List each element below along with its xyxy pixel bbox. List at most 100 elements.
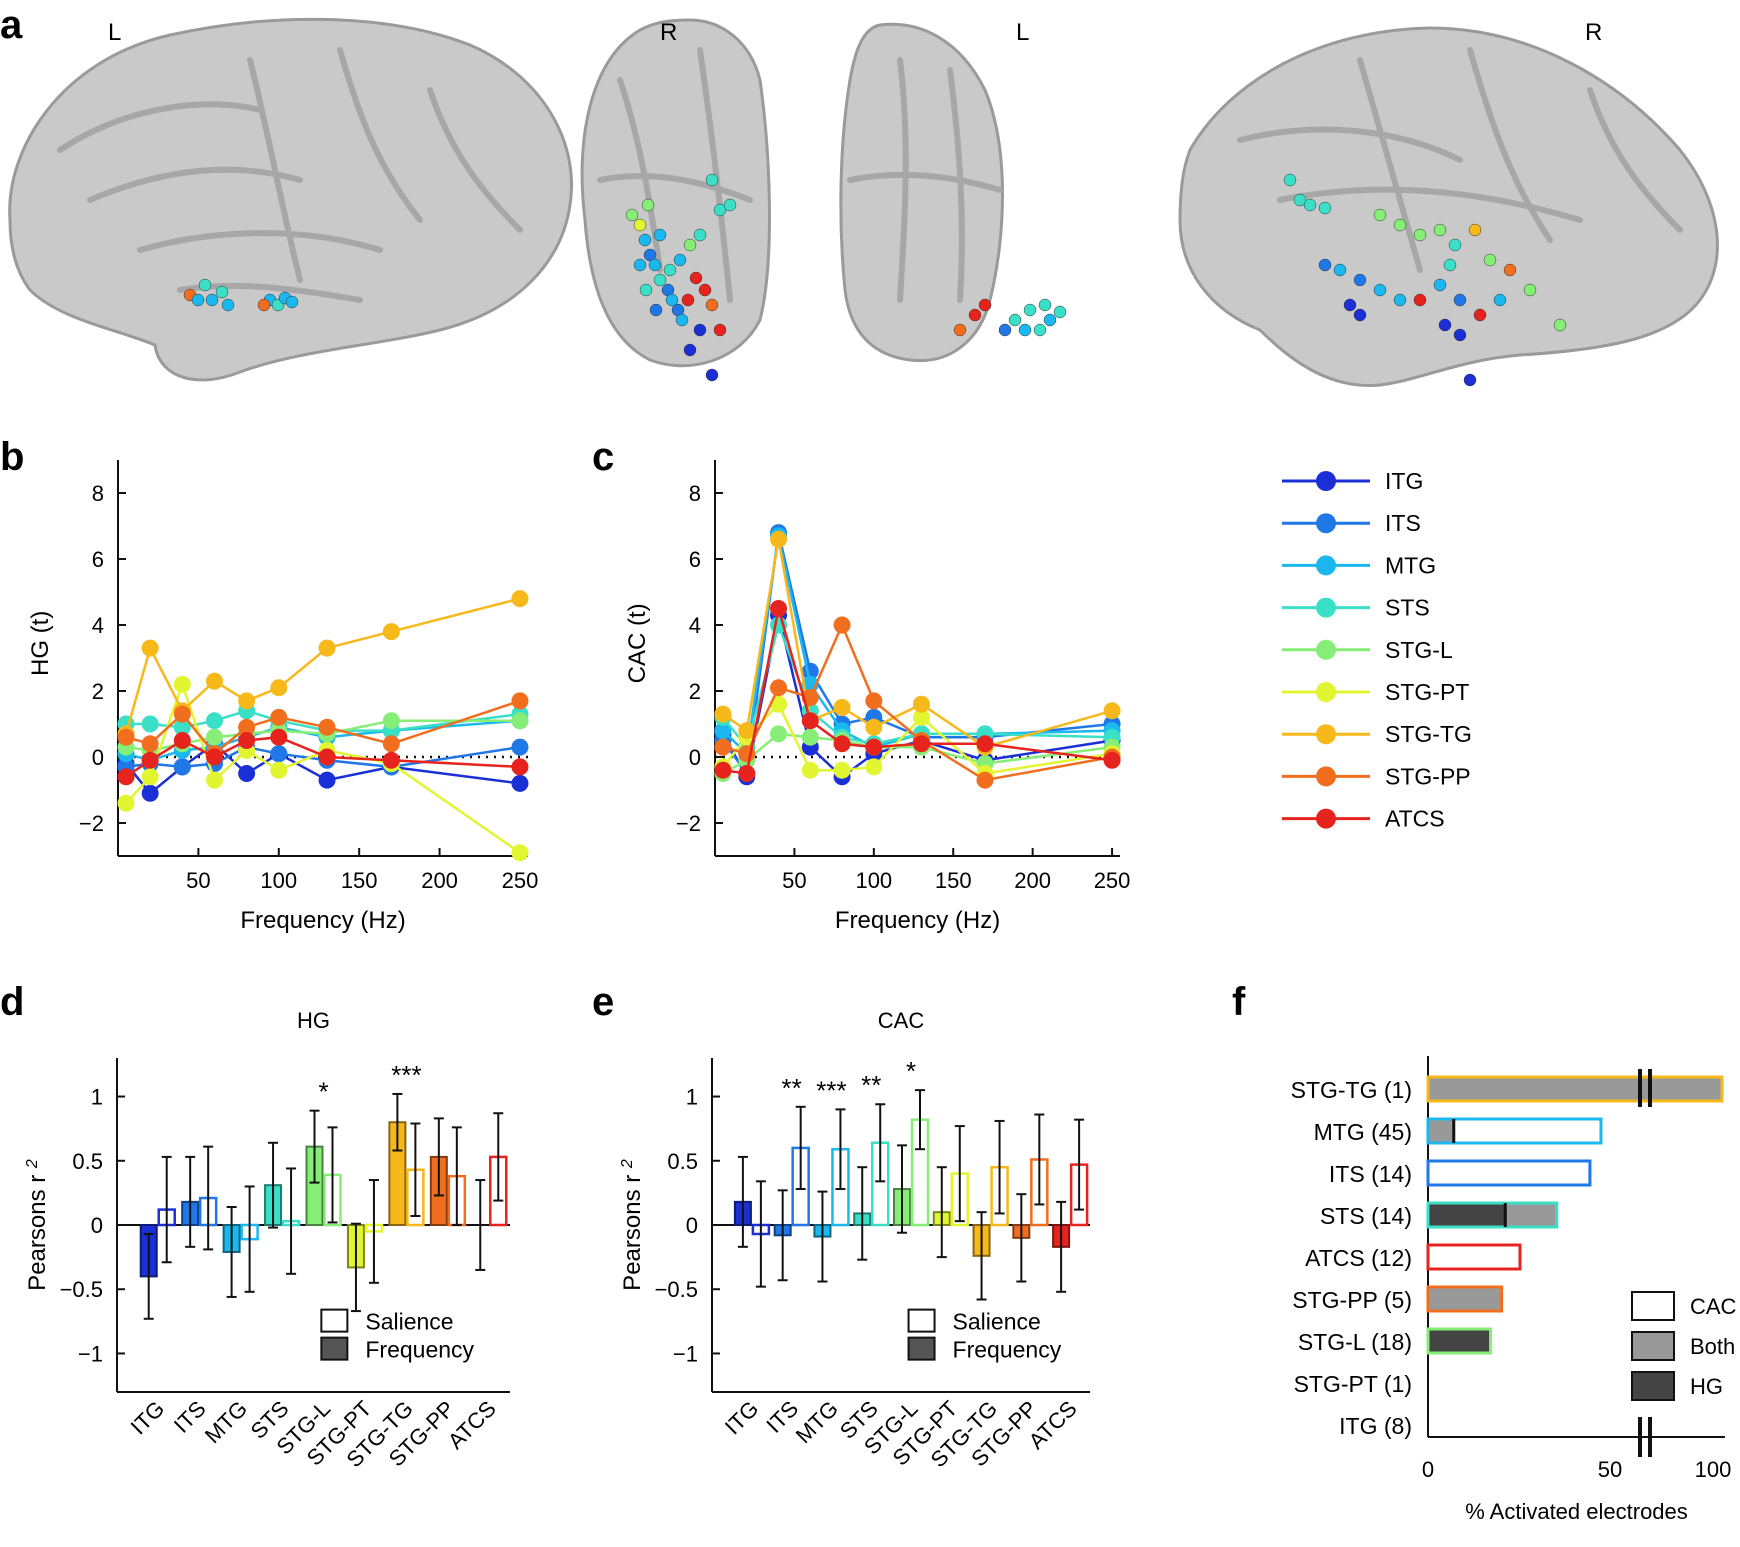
- point-STG-PP-7: [382, 735, 400, 753]
- electrode-1-11: [689, 271, 703, 285]
- brain-right-lateral: [1178, 26, 1719, 388]
- y-tick-label: 0: [686, 1213, 698, 1238]
- electrode-3-27: [1493, 293, 1507, 307]
- point-ATCS-7: [382, 751, 400, 769]
- electrode-0-4: [215, 285, 229, 299]
- row-label: ITG (8): [1339, 1413, 1412, 1439]
- point-ITS-5: [270, 745, 288, 763]
- point-ATCS-6: [912, 735, 930, 753]
- electrode-2-10: [1043, 313, 1057, 327]
- electrode-3-21: [1453, 328, 1467, 342]
- electrode-2-6: [1038, 298, 1052, 312]
- bar-outline: [1426, 1327, 1493, 1355]
- electrode-3-23: [1483, 253, 1497, 267]
- point-ATCS-2: [770, 600, 788, 617]
- bar-both: [1428, 1077, 1722, 1101]
- bar-outline: [1426, 1201, 1559, 1229]
- y-tick-label: −2: [676, 811, 701, 836]
- electrode-3-0: [1283, 173, 1297, 187]
- row-label: ATCS (12): [1305, 1245, 1412, 1271]
- hemisphere-label-1: L: [108, 19, 121, 46]
- y-tick-label: 0.5: [667, 1149, 698, 1174]
- y-tick-label: 4: [689, 613, 701, 638]
- point-STG-PT-3: [205, 771, 223, 789]
- point-STG-PP-1: [141, 735, 159, 753]
- electrode-1-17: [705, 368, 719, 382]
- electrode-3-8: [1468, 223, 1482, 237]
- point-STG-PP-2: [173, 705, 191, 723]
- point-STG-TG-8: [511, 590, 529, 608]
- point-STG-TG-6: [912, 695, 930, 713]
- point-STG-PP-7: [976, 771, 994, 789]
- electrode-2-0: [953, 323, 967, 337]
- significance-ITS: **: [782, 1073, 802, 1103]
- bar-both: [1428, 1119, 1454, 1143]
- point-MTG-0: [714, 722, 732, 740]
- point-STG-TG-2: [770, 530, 788, 548]
- x-tick-label: 250: [502, 868, 539, 893]
- electrode-0-10: [257, 298, 271, 312]
- point-ITG-1: [141, 784, 159, 802]
- hemisphere-label-4: R: [1585, 19, 1602, 46]
- y-axis-label: CAC (t): [624, 603, 651, 683]
- panel-label-f: f: [1232, 980, 1246, 1024]
- point-STG-L-3: [801, 728, 819, 746]
- electrode-1-22: [673, 253, 687, 267]
- hemisphere-label-2: R: [660, 19, 677, 46]
- x-tick-label-MTG: MTG: [791, 1396, 843, 1448]
- legend-marker-STG-PT: [1316, 682, 1336, 702]
- point-ATCS-5: [270, 728, 288, 746]
- legend-label-both: Both: [1690, 1334, 1735, 1359]
- electrode-2-4: [1008, 313, 1022, 327]
- x-tick-label: 50: [186, 868, 210, 893]
- significance-MTG: ***: [816, 1075, 846, 1105]
- legend-marker-ITS: [1316, 513, 1336, 534]
- point-STG-PP-0: [117, 728, 135, 746]
- legend-label-STG-PT: STG-PT: [1385, 679, 1469, 705]
- point-STG-TG-0: [714, 705, 732, 723]
- point-STS-1: [141, 715, 159, 733]
- legend-marker-STG-TG: [1316, 724, 1336, 745]
- electrode-3-16: [1333, 263, 1347, 277]
- point-ATCS-0: [714, 761, 732, 779]
- chart-title: HG: [297, 1008, 330, 1033]
- point-ATCS-7: [976, 735, 994, 753]
- panel-label-e: e: [592, 980, 614, 1024]
- electrode-3-14: [1373, 283, 1387, 297]
- x-tick-label-ITG: ITG: [126, 1396, 170, 1440]
- point-STG-L-3: [205, 728, 223, 746]
- electrode-0-1: [191, 293, 205, 307]
- point-STG-PT-4: [833, 761, 851, 779]
- electrode-1-21: [663, 263, 677, 277]
- point-ATCS-0: [117, 768, 135, 786]
- electrode-2-9: [1033, 323, 1047, 337]
- point-ATCS-3: [205, 748, 223, 766]
- point-STG-L-7: [382, 712, 400, 730]
- point-STS-3: [205, 712, 223, 730]
- significance-STG-L: *: [906, 1056, 916, 1086]
- point-STG-L-2: [770, 725, 788, 743]
- electrode-1-18: [633, 258, 647, 272]
- electrode-dots: [183, 173, 1567, 387]
- legend-marker-ITG: [1316, 471, 1336, 491]
- legend-label-cac: CAC: [1690, 1294, 1737, 1319]
- point-ATCS-4: [833, 735, 851, 753]
- point-STG-PT-0: [117, 794, 135, 812]
- electrode-3-24: [1503, 263, 1517, 277]
- electrode-2-2: [978, 298, 992, 312]
- legend-swatch-both: [1631, 1331, 1675, 1361]
- legend-marker-ATCS: [1316, 808, 1336, 829]
- bar-both: [1428, 1287, 1502, 1311]
- chart-b-hg: 8 6 4 2 0 −2 50 100 150 200 250 Frequency (Hz) HG (t…: [27, 460, 538, 934]
- bar-outline: [1426, 1285, 1504, 1313]
- point-STG-TG-4: [833, 699, 851, 716]
- electrode-3-20: [1438, 318, 1452, 332]
- row-label: ITS (14): [1329, 1161, 1412, 1187]
- brain-left-lateral: [8, 17, 573, 382]
- point-STG-PT-2: [770, 695, 788, 713]
- point-STG-PT-5: [865, 758, 883, 776]
- x-tick-label: 50: [1598, 1457, 1622, 1482]
- y-tick-label: −2: [79, 811, 104, 836]
- legend-swatch-salience: [320, 1308, 349, 1333]
